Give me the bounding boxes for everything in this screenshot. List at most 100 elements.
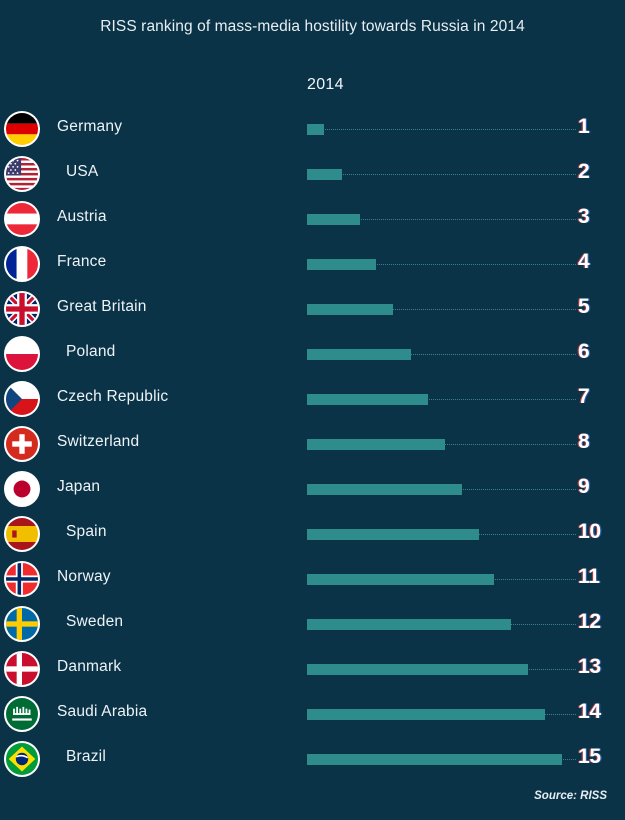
bar-track bbox=[307, 124, 576, 135]
value-bar bbox=[307, 304, 393, 315]
bar-track bbox=[307, 394, 576, 405]
rank-number: 15 bbox=[578, 745, 601, 768]
ranking-row: Saudi Arabia 14 bbox=[0, 693, 625, 738]
page-title: RISS ranking of mass-media hostility tow… bbox=[100, 18, 525, 35]
ranking-row: Poland 6 bbox=[0, 333, 625, 378]
leader-line bbox=[307, 309, 576, 311]
value-bar bbox=[307, 574, 494, 585]
country-label: Czech Republic bbox=[57, 388, 169, 405]
country-label: Spain bbox=[66, 523, 107, 540]
leader-line bbox=[307, 129, 576, 131]
ranking-row: Norway 11 bbox=[0, 558, 625, 603]
flag-czech-icon bbox=[4, 381, 40, 417]
bar-track bbox=[307, 709, 576, 720]
value-bar bbox=[307, 664, 528, 675]
bar-track bbox=[307, 529, 576, 540]
flag-spain-icon bbox=[4, 516, 40, 552]
flag-sweden-icon bbox=[4, 606, 40, 642]
flag-france-icon bbox=[4, 246, 40, 282]
ranking-row: Czech Republic 7 bbox=[0, 378, 625, 423]
country-label: Danmark bbox=[57, 658, 122, 675]
rank-number: 7 bbox=[578, 385, 590, 408]
rank-number: 14 bbox=[578, 700, 601, 723]
value-bar bbox=[307, 394, 428, 405]
flag-poland-icon bbox=[4, 336, 40, 372]
value-bar bbox=[307, 529, 479, 540]
flag-japan-icon bbox=[4, 471, 40, 507]
ranking-row: USA 2 bbox=[0, 153, 625, 198]
leader-line bbox=[307, 174, 576, 176]
rank-number: 12 bbox=[578, 610, 601, 633]
value-bar bbox=[307, 754, 562, 765]
value-bar bbox=[307, 439, 445, 450]
value-bar bbox=[307, 619, 511, 630]
country-label: Norway bbox=[57, 568, 111, 585]
ranking-row: Danmark 13 bbox=[0, 648, 625, 693]
leader-line bbox=[307, 354, 576, 356]
flag-brazil-icon bbox=[4, 741, 40, 777]
rank-number: 10 bbox=[578, 520, 601, 543]
rank-number: 4 bbox=[578, 250, 590, 273]
flag-denmark-icon bbox=[4, 651, 40, 687]
rank-number: 6 bbox=[578, 340, 590, 363]
rank-number: 11 bbox=[578, 565, 600, 588]
flag-germany-icon bbox=[4, 111, 40, 147]
bar-track bbox=[307, 439, 576, 450]
flag-great-britain-icon bbox=[4, 291, 40, 327]
country-label: Japan bbox=[57, 478, 101, 495]
ranking-row: Switzerland 8 bbox=[0, 423, 625, 468]
ranking-row: Japan 9 bbox=[0, 468, 625, 513]
bar-track bbox=[307, 169, 576, 180]
bar-track bbox=[307, 349, 576, 360]
rank-number: 2 bbox=[578, 160, 590, 183]
country-label: Germany bbox=[57, 118, 123, 135]
ranking-row: Germany 1 bbox=[0, 108, 625, 153]
bar-track bbox=[307, 754, 576, 765]
country-label: Brazil bbox=[66, 748, 106, 765]
ranking-row: Brazil 15 bbox=[0, 738, 625, 783]
leader-line bbox=[307, 264, 576, 266]
country-label: Austria bbox=[57, 208, 107, 225]
country-label: Poland bbox=[66, 343, 116, 360]
column-header-2014: 2014 bbox=[307, 76, 344, 93]
country-label: France bbox=[57, 253, 107, 270]
bar-track bbox=[307, 574, 576, 585]
country-label: Sweden bbox=[66, 613, 124, 630]
flag-saudi-arabia-icon bbox=[4, 696, 40, 732]
value-bar bbox=[307, 124, 324, 135]
value-bar bbox=[307, 214, 360, 225]
bar-track bbox=[307, 259, 576, 270]
bar-track bbox=[307, 304, 576, 315]
ranking-row: Sweden 12 bbox=[0, 603, 625, 648]
bar-track bbox=[307, 484, 576, 495]
leader-line bbox=[307, 399, 576, 401]
flag-switzerland-icon bbox=[4, 426, 40, 462]
value-bar bbox=[307, 709, 545, 720]
ranking-row: France 4 bbox=[0, 243, 625, 288]
country-label: Switzerland bbox=[57, 433, 140, 450]
bar-track bbox=[307, 619, 576, 630]
ranking-row: Great Britain 5 bbox=[0, 288, 625, 333]
rank-number: 9 bbox=[578, 475, 590, 498]
rank-number: 8 bbox=[578, 430, 590, 453]
leader-line bbox=[307, 219, 576, 221]
flag-austria-icon bbox=[4, 201, 40, 237]
ranking-list: Germany 1 USA 2 Austria 3 France 4 Great Britain… bbox=[0, 108, 625, 783]
rank-number: 13 bbox=[578, 655, 601, 678]
source-note: Source: RISS bbox=[534, 790, 607, 802]
rank-number: 1 bbox=[578, 115, 590, 138]
country-label: Saudi Arabia bbox=[57, 703, 148, 720]
flag-norway-icon bbox=[4, 561, 40, 597]
value-bar bbox=[307, 349, 411, 360]
value-bar bbox=[307, 484, 462, 495]
value-bar bbox=[307, 259, 376, 270]
bar-track bbox=[307, 664, 576, 675]
country-label: USA bbox=[66, 163, 99, 180]
value-bar bbox=[307, 169, 342, 180]
ranking-row: Austria 3 bbox=[0, 198, 625, 243]
rank-number: 3 bbox=[578, 205, 590, 228]
country-label: Great Britain bbox=[57, 298, 147, 315]
ranking-row: Spain 10 bbox=[0, 513, 625, 558]
bar-track bbox=[307, 214, 576, 225]
